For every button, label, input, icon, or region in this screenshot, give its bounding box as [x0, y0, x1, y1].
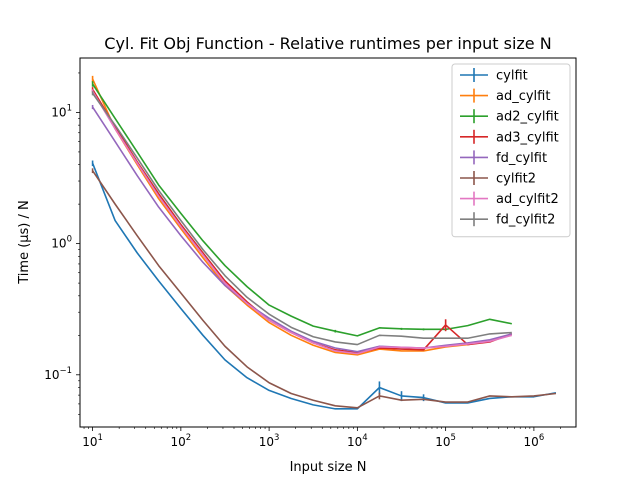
legend-label: ad_cylfit2	[496, 192, 559, 207]
x-axis-label: Input size N	[290, 460, 367, 475]
y-tick-label: 101	[51, 103, 72, 119]
legend-item-cylfit: cylfit	[460, 68, 528, 84]
legend-label: ad2_cylfit	[496, 110, 559, 125]
series-line-ad_cylfit2	[91, 90, 513, 355]
series-ad_cylfit	[91, 75, 513, 356]
y-axis: 10−1 100 101	[44, 72, 80, 415]
series-cylfit2	[91, 168, 557, 409]
legend-label: fd_cylfit2	[496, 213, 555, 228]
legend-item-fd_cylfit2: fd_cylfit2	[460, 212, 555, 228]
legend-item-cylfit2: cylfit2	[460, 171, 536, 187]
y-tick-label: 10−1	[44, 366, 72, 382]
legend-label: fd_cylfit	[496, 151, 547, 166]
legend-label: ad3_cylfit	[496, 130, 559, 145]
legend-label: cylfit	[496, 69, 528, 84]
legend-item-fd_cylfit: fd_cylfit	[460, 150, 547, 166]
legend-box	[451, 63, 571, 238]
series-line-fd_cylfit2	[91, 92, 512, 346]
legend: cylfit ad_cylfit ad2_cylfit ad3_cylfit fd_cy…	[451, 63, 571, 238]
y-tick-label: 100	[51, 235, 72, 251]
x-tick-label: 104	[347, 433, 368, 449]
x-axis: 101 102 103 104 105 106	[82, 427, 561, 449]
x-tick-label: 103	[259, 433, 280, 449]
legend-item-ad_cylfit: ad_cylfit	[460, 88, 550, 104]
series-line-ad_cylfit	[91, 78, 513, 356]
x-tick-label: 105	[435, 433, 456, 449]
legend-label: ad_cylfit	[496, 89, 550, 104]
series-line-cylfit	[91, 162, 557, 410]
series-fd_cylfit	[91, 104, 513, 353]
series-line-fd_cylfit	[91, 106, 513, 353]
series-fd_cylfit2	[91, 91, 512, 346]
legend-item-ad3_cylfit: ad3_cylfit	[460, 129, 559, 145]
x-tick-label: 101	[82, 433, 103, 449]
legend-item-ad2_cylfit: ad2_cylfit	[460, 109, 559, 125]
y-axis-label: Time (µs) / N	[17, 200, 32, 285]
x-tick-label: 102	[170, 433, 191, 449]
series-line-cylfit2	[91, 170, 557, 409]
series-layer	[91, 75, 557, 410]
legend-item-ad_cylfit2: ad_cylfit2	[460, 191, 559, 207]
chart-title: Cyl. Fit Obj Function - Relative runtime…	[104, 34, 551, 53]
axes-frame	[79, 57, 577, 428]
legend-label: cylfit2	[496, 172, 536, 187]
x-tick-label: 106	[524, 433, 545, 449]
